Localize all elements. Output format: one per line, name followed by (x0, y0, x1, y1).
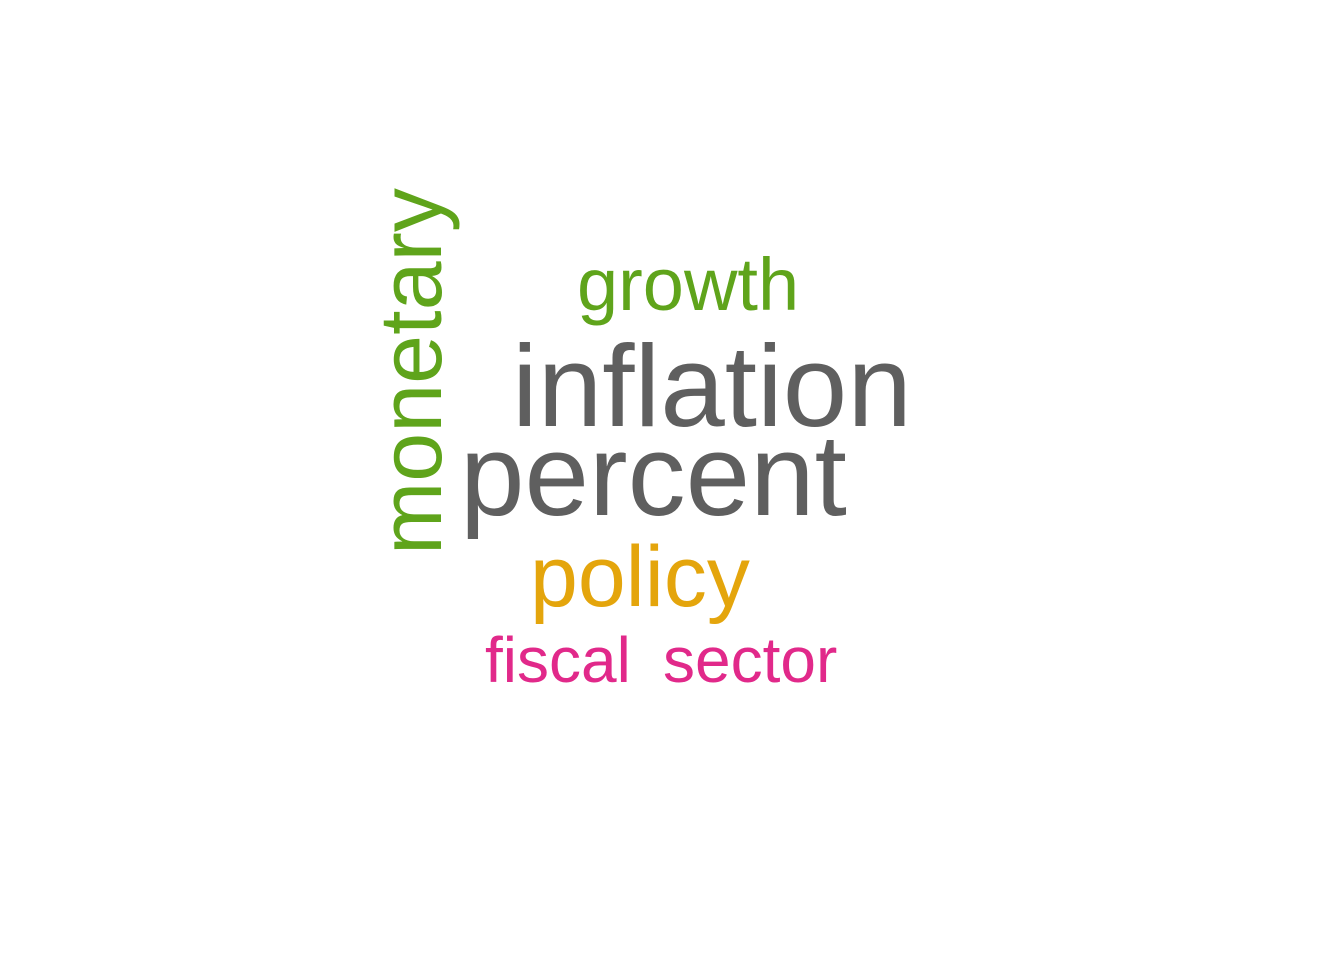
word-policy: policy (530, 529, 750, 625)
word-monetary-text: monetary (361, 188, 460, 555)
word-sector: sector (663, 624, 838, 696)
word-monetary: monetary (361, 188, 460, 555)
word-inflation: inflation (512, 321, 912, 451)
word-percent: percent (460, 410, 847, 540)
word-fiscal: fiscal (485, 624, 631, 696)
word-growth: growth (577, 243, 800, 326)
